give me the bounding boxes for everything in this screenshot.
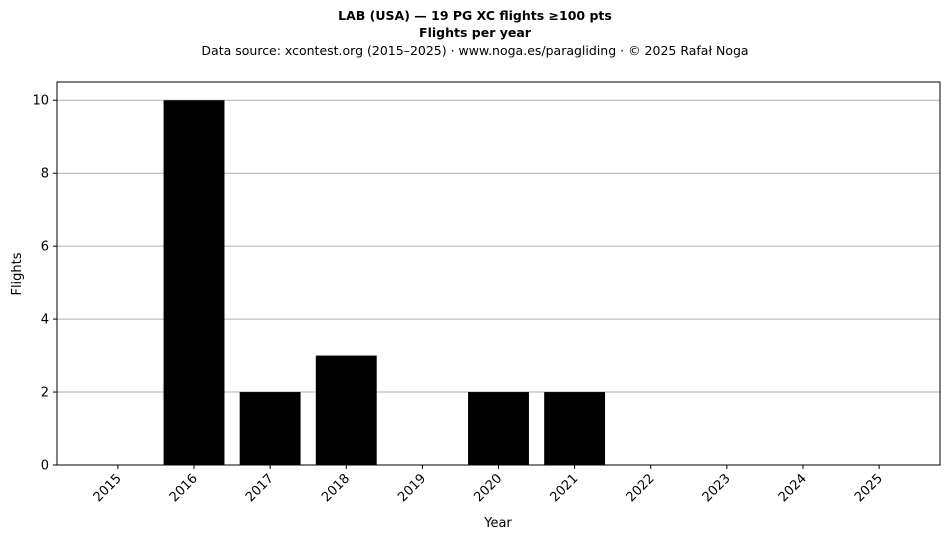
x-tick-label: 2017 <box>243 471 277 505</box>
x-tick-label: 2021 <box>547 471 581 505</box>
y-axis-label: Flights <box>10 252 25 295</box>
y-tick-label: 2 <box>41 386 49 401</box>
y-tick-label: 10 <box>32 94 49 109</box>
x-axis-ticks: 2015 2016 2017 2018 2019 2020 2021 2022 2023 2024… <box>91 465 886 505</box>
data-source-note: Data source: xcontest.org (2015–2025) · … <box>201 43 749 58</box>
bar <box>315 355 377 465</box>
y-tick-label: 8 <box>41 167 49 182</box>
bar <box>544 392 606 465</box>
bar <box>163 100 225 465</box>
x-tick-label: 2025 <box>852 471 886 505</box>
x-tick-label: 2020 <box>471 471 505 505</box>
bar <box>239 392 301 465</box>
chart-subtitle: Flights per year <box>419 25 531 40</box>
x-tick-label: 2023 <box>700 471 734 505</box>
bar <box>468 392 529 465</box>
bars <box>163 100 606 465</box>
x-tick-label: 2024 <box>776 471 810 505</box>
chart-title: LAB (USA) — 19 PG XC flights ≥100 pts <box>338 8 612 23</box>
y-tick-label: 6 <box>41 240 49 255</box>
x-tick-label: 2019 <box>395 471 429 505</box>
x-tick-label: 2015 <box>91 471 125 505</box>
x-axis-label: Year <box>483 516 512 531</box>
x-tick-label: 2018 <box>319 471 353 505</box>
y-tick-label: 4 <box>41 313 49 328</box>
x-tick-label: 2016 <box>167 471 201 505</box>
y-axis-ticks: 0 2 4 6 8 10 <box>32 94 57 474</box>
y-tick-label: 0 <box>41 459 49 474</box>
x-tick-label: 2022 <box>624 471 658 505</box>
